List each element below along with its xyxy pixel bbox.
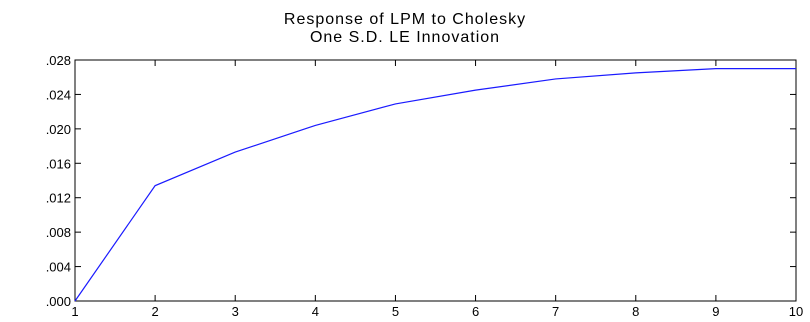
x-tick-label: 2 <box>151 304 158 319</box>
plot-frame <box>74 59 797 302</box>
x-tick-label: 9 <box>712 304 719 319</box>
y-tick-label: .012 <box>46 191 71 206</box>
x-tick-label: 6 <box>472 304 479 319</box>
y-tick-label: .020 <box>46 122 71 137</box>
y-tick-label: .016 <box>46 156 71 171</box>
x-tick-label: 8 <box>632 304 639 319</box>
y-axis: .000 .004 .008 .012 .016 .020 .024 .028 <box>46 53 796 309</box>
chart-title-line-2: One S.D. LE Innovation <box>310 29 500 46</box>
x-tick-label: 7 <box>552 304 559 319</box>
series-line <box>74 68 796 302</box>
x-tick-label: 5 <box>392 304 399 319</box>
x-tick-label: 3 <box>232 304 239 319</box>
y-tick-label: .004 <box>46 260 71 275</box>
series-layer <box>74 68 797 302</box>
chart-title-line-1: Response of LPM to Cholesky <box>284 11 526 28</box>
x-axis: 1 2 3 4 5 6 7 8 9 10 <box>71 60 803 319</box>
y-tick-label: .024 <box>46 87 71 102</box>
y-tick-label: .008 <box>46 225 71 240</box>
y-tick-label: .028 <box>46 53 71 68</box>
x-tick-label: 1 <box>71 304 78 319</box>
x-tick-label: 10 <box>789 304 803 319</box>
x-tick-label: 4 <box>312 304 319 319</box>
y-tick-label: .000 <box>46 294 71 309</box>
